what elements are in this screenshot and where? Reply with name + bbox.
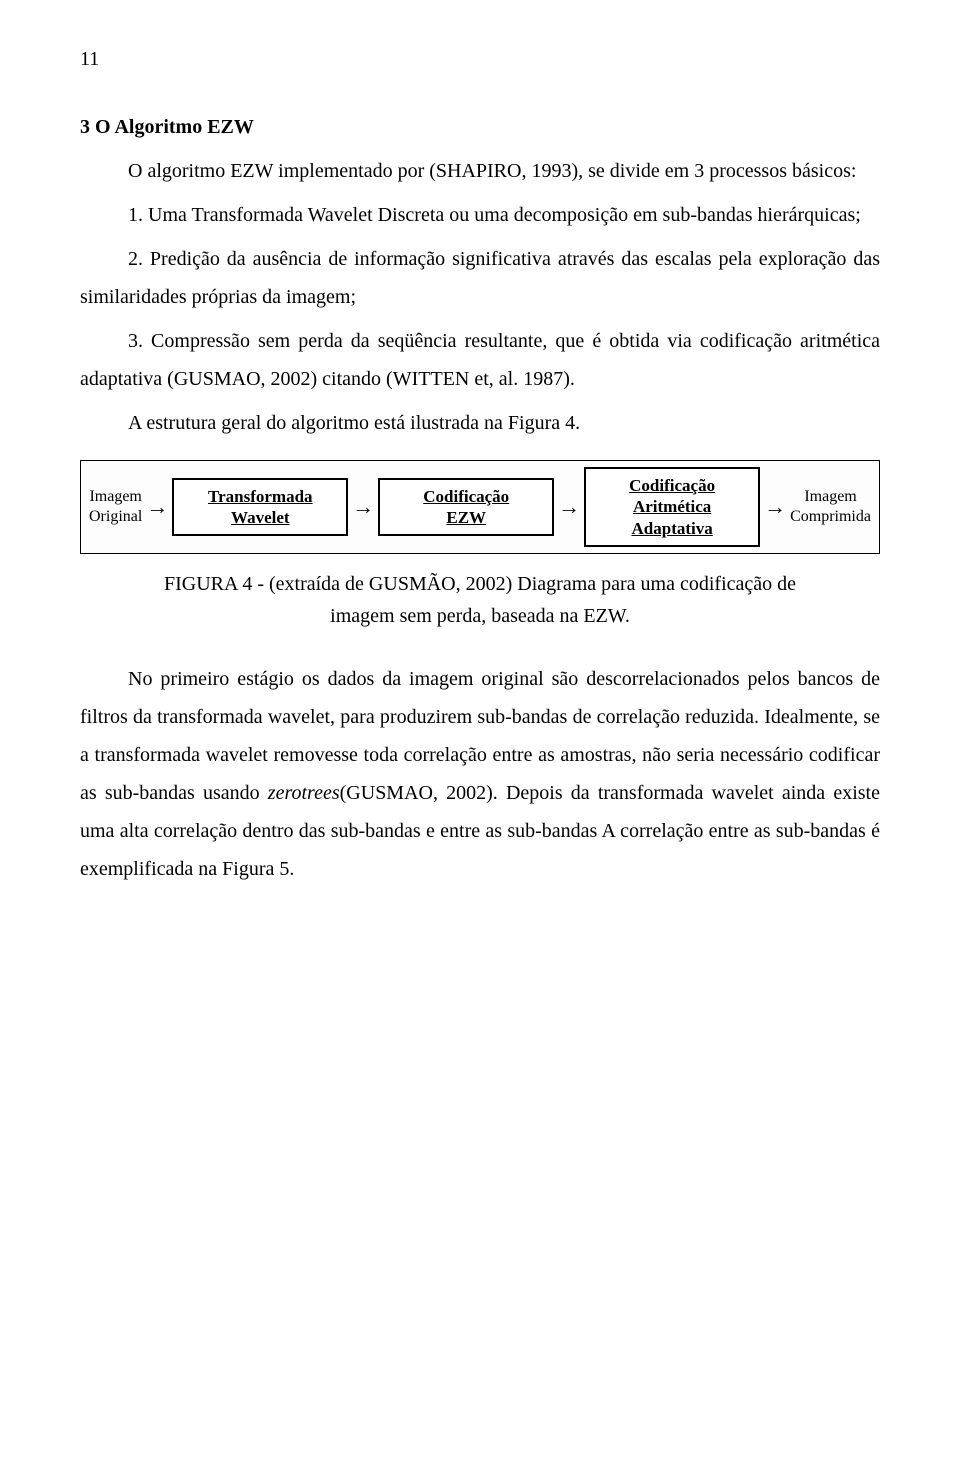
diagram-output-label: Imagem Comprimida [790,487,871,527]
figure-4-caption: FIGURA 4 - (extraída de GUSMÃO, 2002) Di… [140,568,820,632]
section-heading: 3 O Algoritmo EZW [80,108,880,146]
diagram-box-wavelet-line1: Transformada [208,487,313,506]
diagram-input-label-line1: Imagem [89,488,141,505]
diagram-input-label: Imagem Original [89,487,142,527]
arrow-icon: → [764,496,786,518]
list-item-2: 2. Predição da ausência de informação si… [80,240,880,316]
diagram-output-label-line2: Comprimida [790,508,871,525]
diagram-output-label-line1: Imagem [804,488,856,505]
diagram-box-arithmetic-line2: Adaptativa [632,519,713,538]
list-item-1: 1. Uma Transformada Wavelet Discreta ou … [80,196,880,234]
page: 11 3 O Algoritmo EZW O algoritmo EZW imp… [0,0,960,1471]
diagram-box-arithmetic: Codificação Aritmética Adaptativa [584,467,760,547]
list-item-3: 3. Compressão sem perda da seqüência res… [80,322,880,398]
body-p1-emphasis: zerotrees [268,782,340,804]
diagram-box-wavelet: Transformada Wavelet [172,478,348,537]
diagram-box-ezw: Codificação EZW [378,478,554,537]
diagram-box-ezw-line2: EZW [446,508,486,527]
arrow-icon: → [558,496,580,518]
after-list-paragraph: A estrutura geral do algoritmo está ilus… [80,404,880,442]
diagram-box-arithmetic-line1: Codificação Aritmética [629,476,715,516]
figure-4-diagram: Imagem Original → Transformada Wavelet →… [80,460,880,554]
diagram-box-wavelet-line2: Wavelet [231,508,290,527]
page-number: 11 [80,40,880,78]
intro-paragraph: O algoritmo EZW implementado por (SHAPIR… [80,152,880,190]
arrow-icon: → [146,496,168,518]
body-paragraph-1: No primeiro estágio os dados da imagem o… [80,660,880,888]
arrow-icon: → [352,496,374,518]
diagram-row: Imagem Original → Transformada Wavelet →… [89,467,871,547]
diagram-input-label-line2: Original [89,508,142,525]
diagram-box-ezw-line1: Codificação [423,487,509,506]
